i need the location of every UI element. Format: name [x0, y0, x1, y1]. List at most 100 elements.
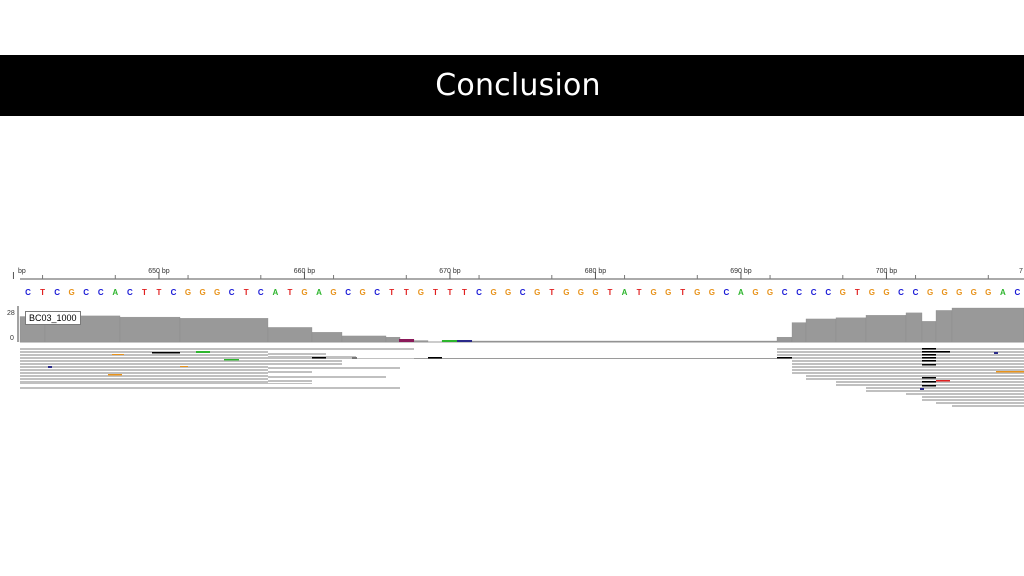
aligned-read[interactable]	[268, 360, 342, 362]
coverage-bar[interactable]	[267, 327, 313, 343]
aligned-read[interactable]	[906, 393, 1024, 395]
coverage-bar[interactable]	[865, 315, 907, 343]
split-read-link[interactable]	[20, 358, 420, 359]
slide-title: Conclusion	[435, 68, 601, 103]
coverage-bar[interactable]	[791, 322, 807, 343]
aligned-read[interactable]	[792, 363, 1024, 365]
aligned-read[interactable]	[866, 390, 1024, 392]
coverage-bar[interactable]	[341, 335, 387, 343]
read-mismatch-mark	[994, 352, 998, 354]
aligned-read[interactable]	[268, 371, 312, 373]
split-read-link[interactable]	[414, 358, 777, 359]
aligned-read[interactable]	[777, 351, 1024, 353]
aligned-read[interactable]	[777, 357, 1024, 359]
ruler-track: bp 650 bp 660 bp 670 bp 680 bp 690 bp 700 bp 7	[12, 268, 1024, 280]
coverage-bar[interactable]	[951, 307, 1024, 343]
sequence-base: G	[330, 288, 336, 297]
sequence-base: C	[345, 288, 351, 297]
aligned-read[interactable]	[20, 348, 268, 350]
aligned-read[interactable]	[922, 399, 1024, 401]
aligned-read[interactable]	[792, 369, 1024, 371]
sequence-base: T	[448, 288, 453, 297]
sequence-base: C	[898, 288, 904, 297]
read-mismatch-mark	[48, 366, 52, 368]
aligned-read[interactable]	[792, 360, 1024, 362]
coverage-bar[interactable]	[921, 321, 937, 343]
read-mismatch-mark	[922, 354, 936, 356]
igv-genome-viewer[interactable]: bp 650 bp 660 bp 670 bp 680 bp 690 bp 700 bp 7 …	[0, 262, 1024, 412]
aligned-read[interactable]	[777, 348, 1024, 350]
aligned-read[interactable]	[792, 366, 1024, 368]
coverage-bar[interactable]	[413, 340, 429, 343]
igv-tracks-canvas[interactable]: bp 650 bp 660 bp 670 bp 680 bp 690 bp 700 bp 7 …	[0, 262, 1024, 412]
aligned-read[interactable]	[20, 381, 268, 383]
aligned-read[interactable]	[268, 367, 400, 369]
coverage-track[interactable]: 28 0	[7, 306, 1024, 343]
read-mismatch-mark	[920, 388, 924, 390]
aligned-read[interactable]	[777, 354, 1024, 356]
ruler-tick-label: bp	[18, 268, 26, 275]
sequence-base: G	[490, 288, 496, 297]
aligned-read[interactable]	[20, 383, 312, 384]
sequence-base: G	[942, 288, 948, 297]
coverage-bar[interactable]	[179, 318, 269, 343]
sequence-base: T	[404, 288, 409, 297]
aligned-read[interactable]	[20, 351, 268, 353]
aligned-read[interactable]	[20, 387, 400, 389]
sequence-base: C	[913, 288, 919, 297]
coverage-bar[interactable]	[835, 317, 867, 343]
aligned-read[interactable]	[936, 402, 1024, 404]
sequence-base: G	[752, 288, 758, 297]
read-mismatch-mark	[936, 380, 950, 382]
aligned-read[interactable]	[268, 376, 386, 378]
aligned-read[interactable]	[792, 372, 1024, 374]
coverage-bar[interactable]	[905, 312, 923, 343]
sequence-base: G	[578, 288, 584, 297]
sequence-base: G	[185, 288, 191, 297]
aligned-read[interactable]	[806, 378, 1024, 380]
sequence-base: T	[855, 288, 860, 297]
aligned-read[interactable]	[922, 396, 1024, 398]
read-mismatch-mark	[112, 354, 124, 355]
alignment-track[interactable]	[20, 348, 1024, 407]
coverage-bar[interactable]	[776, 336, 793, 343]
sequence-base: G	[709, 288, 715, 297]
sequence-base: C	[171, 288, 177, 297]
aligned-read[interactable]	[806, 375, 1024, 377]
aligned-read[interactable]	[20, 372, 268, 374]
sequence-base: G	[563, 288, 569, 297]
aligned-read[interactable]	[20, 369, 268, 371]
aligned-read[interactable]	[20, 360, 268, 362]
aligned-read[interactable]	[20, 366, 268, 368]
sequence-base: G	[956, 288, 962, 297]
coverage-range-label: 28	[7, 310, 15, 317]
coverage-bar[interactable]	[119, 316, 181, 343]
aligned-read[interactable]	[20, 354, 268, 356]
read-mismatch-mark	[922, 381, 936, 383]
sequence-base: G	[651, 288, 657, 297]
sequence-base: G	[665, 288, 671, 297]
sequence-base: T	[680, 288, 685, 297]
aligned-read[interactable]	[268, 353, 326, 355]
sequence-base: A	[112, 288, 118, 297]
coverage-bar[interactable]	[311, 332, 343, 343]
read-mismatch-mark	[922, 357, 936, 359]
aligned-read[interactable]	[268, 348, 414, 350]
read-mismatch-mark	[996, 371, 1024, 373]
aligned-read[interactable]	[20, 378, 268, 380]
aligned-read[interactable]	[20, 375, 268, 377]
coverage-bar[interactable]	[471, 340, 778, 343]
sequence-base: C	[54, 288, 60, 297]
coverage-bar[interactable]	[385, 336, 401, 343]
aligned-read[interactable]	[268, 380, 312, 382]
aligned-read[interactable]	[952, 405, 1024, 407]
aligned-read[interactable]	[20, 363, 268, 365]
sequence-base: A	[1000, 288, 1006, 297]
coverage-bar[interactable]	[805, 318, 837, 343]
sequence-base: G	[69, 288, 75, 297]
aligned-read[interactable]	[268, 363, 342, 365]
aligned-read[interactable]	[866, 387, 1024, 389]
sequence-base: C	[25, 288, 31, 297]
coverage-bar[interactable]	[935, 310, 953, 343]
sequence-base: A	[622, 288, 628, 297]
